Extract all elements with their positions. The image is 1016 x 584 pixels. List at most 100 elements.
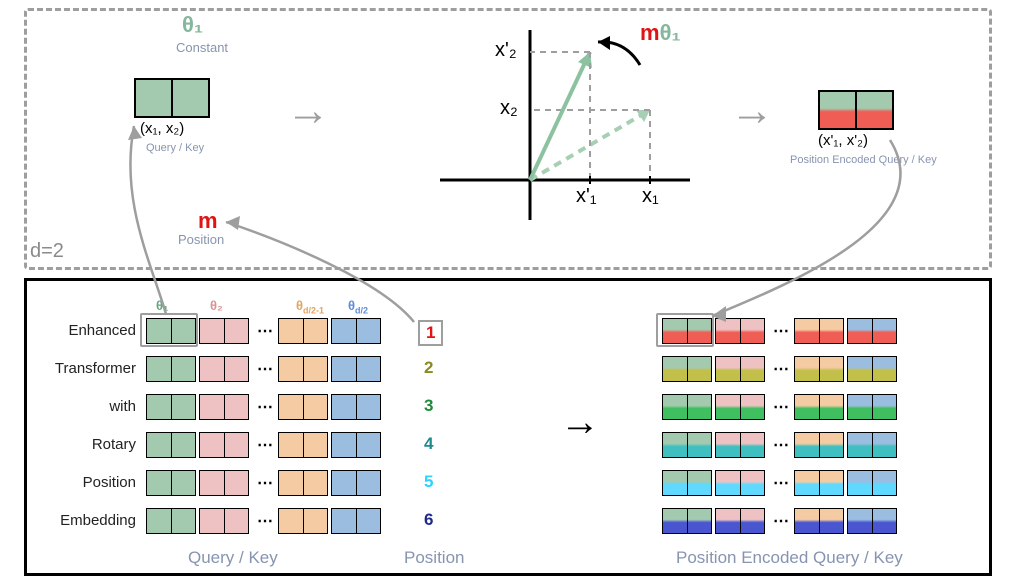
cell-pair: [146, 470, 196, 496]
token-label: Rotary: [26, 436, 136, 453]
encoded-cell-pair: [662, 394, 712, 420]
encoded-cell-pair: [794, 394, 844, 420]
cell-pair: [146, 356, 196, 382]
token-label: Enhanced: [26, 322, 136, 339]
position-number: 4: [424, 434, 433, 454]
cell-pair: [331, 508, 381, 534]
position-number: 1: [418, 320, 443, 346]
encoded-cell-pair: [794, 318, 844, 344]
encoded-cell-pair: [847, 432, 897, 458]
svg-text:x₂: x₂: [500, 97, 518, 119]
encoded-cell-pair: [847, 470, 897, 496]
svg-text:x'₁: x'₁: [576, 185, 597, 207]
encoded-cell-pair: [794, 470, 844, 496]
encoded-cell-pair: [715, 356, 765, 382]
rotation-axes: x'₂ x₂ x'₁ x₁: [430, 20, 710, 230]
ellipsis: ⋯: [252, 511, 278, 531]
cell-pair: [331, 394, 381, 420]
cell-pair: [146, 508, 196, 534]
cell-pair: [331, 318, 381, 344]
theta-header: θd/2: [348, 298, 368, 316]
svg-text:x₁: x₁: [642, 185, 659, 207]
encoded-cell-pair: [662, 508, 712, 534]
d-equals-2-label: d=2: [30, 240, 64, 263]
input-vector-cells: [134, 78, 210, 118]
constant-label: Constant: [176, 40, 228, 55]
cell-pair: [278, 432, 328, 458]
ellipsis: ⋯: [252, 473, 278, 493]
ellipsis: ⋯: [768, 359, 794, 379]
encoded-cell-pair: [662, 356, 712, 382]
encoded-cell-pair: [715, 470, 765, 496]
cell-pair: [278, 356, 328, 382]
cell-pair: [278, 508, 328, 534]
header-position: Position: [404, 548, 464, 568]
qk-row: ⋯: [146, 508, 384, 534]
cell-pair: [278, 394, 328, 420]
encoded-cell-pair: [847, 394, 897, 420]
cell-pair: [199, 470, 249, 496]
token-label: with: [26, 398, 136, 415]
cell-pair: [199, 508, 249, 534]
theta-header: θ₂: [210, 298, 223, 313]
cell-pair: [331, 432, 381, 458]
position-number: 5: [424, 472, 433, 492]
token-label: Transformer: [26, 360, 136, 377]
encoded-row: ⋯: [662, 470, 900, 496]
encoded-vector-sub: Position Encoded Query / Key: [790, 154, 937, 166]
cell-pair: [199, 356, 249, 382]
selection-left: [140, 313, 198, 347]
m-label: m: [198, 208, 218, 234]
theta1-label: θ₁: [182, 12, 203, 38]
ellipsis: ⋯: [252, 435, 278, 455]
cell-pair: [278, 318, 328, 344]
input-vector-caption: (x₁, x₂): [140, 120, 184, 137]
header-query-key: Query / Key: [188, 548, 278, 568]
ellipsis: ⋯: [768, 321, 794, 341]
encoded-vector-caption: (x'₁, x'₂): [818, 132, 868, 149]
encoded-cell-pair: [715, 508, 765, 534]
encoded-cell-pair: [715, 318, 765, 344]
encoded-row: ⋯: [662, 508, 900, 534]
header-encoded: Position Encoded Query / Key: [676, 548, 903, 568]
encoded-cell-pair: [794, 356, 844, 382]
encoded-cell-pair: [847, 318, 897, 344]
cell-pair: [146, 394, 196, 420]
encoded-row: ⋯: [662, 356, 900, 382]
encoded-cell-pair: [847, 508, 897, 534]
encoded-row: ⋯: [662, 432, 900, 458]
ellipsis: ⋯: [252, 359, 278, 379]
ellipsis: ⋯: [252, 397, 278, 417]
token-label: Position: [26, 474, 136, 491]
encoded-cell-pair: [794, 432, 844, 458]
svg-text:x'₂: x'₂: [495, 39, 517, 61]
selection-right: [656, 313, 714, 347]
encoded-cell-pair: [662, 432, 712, 458]
ellipsis: ⋯: [252, 321, 278, 341]
position-number: 6: [424, 510, 433, 530]
encoded-row: ⋯: [662, 394, 900, 420]
theta-header: θ₁: [156, 298, 168, 313]
cell-pair: [199, 318, 249, 344]
ellipsis: ⋯: [768, 511, 794, 531]
m-position-label: Position: [178, 232, 224, 247]
arrow-rotation-to-output: →: [730, 86, 774, 136]
cell-pair: [331, 470, 381, 496]
ellipsis: ⋯: [768, 397, 794, 417]
ellipsis: ⋯: [768, 473, 794, 493]
input-vector-sub: Query / Key: [146, 142, 204, 154]
qk-row: ⋯: [146, 394, 384, 420]
cell-pair: [199, 432, 249, 458]
cell-pair: [278, 470, 328, 496]
position-number: 3: [424, 396, 433, 416]
cell-pair: [146, 432, 196, 458]
position-number: 2: [424, 358, 433, 378]
theta-header: θd/2-1: [296, 298, 324, 316]
encoded-cell-pair: [715, 432, 765, 458]
arrow-qk-to-encoded: →: [560, 400, 600, 445]
qk-row: ⋯: [146, 470, 384, 496]
ellipsis: ⋯: [768, 435, 794, 455]
encoded-cell-pair: [847, 356, 897, 382]
encoded-cell-pair: [715, 394, 765, 420]
cell-pair: [331, 356, 381, 382]
